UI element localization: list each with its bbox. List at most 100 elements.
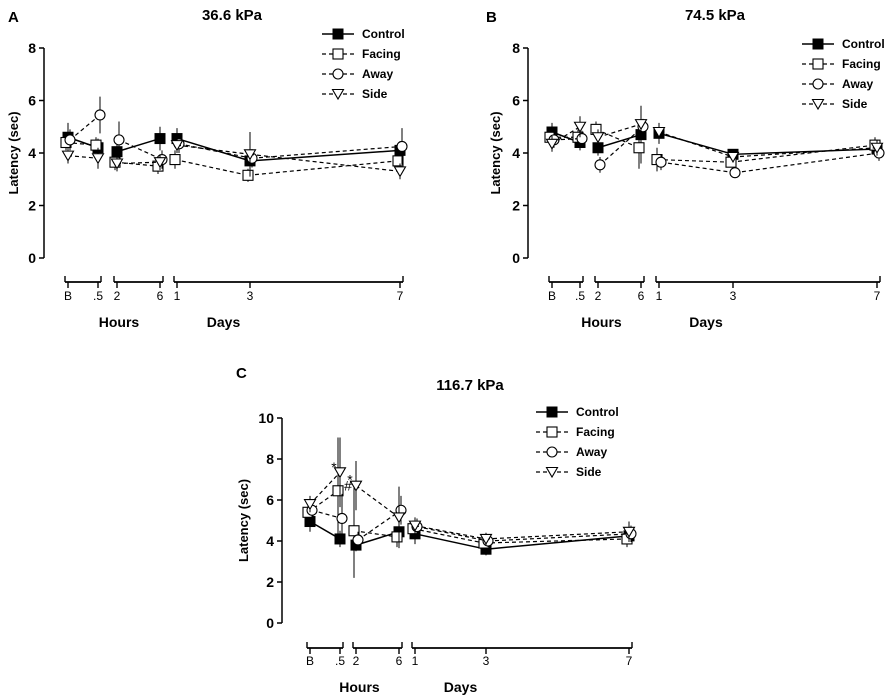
y-tick-label: 8 xyxy=(266,451,274,467)
data-point xyxy=(545,138,559,150)
y-tick-label: 2 xyxy=(512,198,520,214)
series-line-segment xyxy=(658,132,734,156)
legend-marker xyxy=(546,406,558,418)
x-tick-label: 6 xyxy=(396,654,403,668)
data-point xyxy=(392,155,404,167)
series-line-segment xyxy=(487,533,632,542)
x-group-label-days: Days xyxy=(444,679,478,695)
data-point xyxy=(333,467,347,479)
series-line-segment xyxy=(483,538,628,544)
series-line-segment xyxy=(658,131,734,158)
series-line-segment xyxy=(414,533,487,550)
series-line-segment xyxy=(353,530,398,538)
y-tick-label: 4 xyxy=(266,533,274,549)
x-tick-label: .5 xyxy=(93,289,103,303)
legend-entry-facing: Facing xyxy=(322,47,401,61)
chart-title: 116.7 kPa xyxy=(436,377,504,394)
series-line-segment xyxy=(551,126,581,145)
data-point xyxy=(90,139,102,151)
legend-label: Side xyxy=(576,465,602,479)
y-tick-label: 0 xyxy=(28,250,36,266)
x-group-label-hours: Hours xyxy=(339,679,380,695)
legend-marker xyxy=(332,48,344,60)
y-axis-label: Latency (sec) xyxy=(236,479,251,562)
series-line-segment xyxy=(599,126,644,166)
series-line-segment xyxy=(357,509,402,541)
legend-entry-control: Control xyxy=(802,37,885,51)
legend-entry-facing: Facing xyxy=(536,425,615,439)
x-group-label-hours: Hours xyxy=(581,314,622,330)
legend-entry-side: Side xyxy=(536,465,602,479)
x-tick-label: 1 xyxy=(656,289,663,303)
legend-marker xyxy=(812,58,824,70)
data-point xyxy=(170,140,184,152)
data-point xyxy=(393,166,407,178)
data-point xyxy=(243,149,257,161)
series-line-segment xyxy=(485,531,630,540)
series-line-segment xyxy=(597,133,642,149)
data-point xyxy=(153,157,167,169)
y-tick-label: 6 xyxy=(28,93,36,109)
series-line-segment xyxy=(116,137,161,153)
data-point xyxy=(113,134,125,146)
series-side xyxy=(303,437,636,549)
legend-entry-side: Side xyxy=(322,87,388,101)
legend-marker xyxy=(332,68,344,80)
x-group-label-days: Days xyxy=(207,314,241,330)
data-point xyxy=(591,132,605,144)
data-point xyxy=(870,142,884,154)
y-axis-label: Latency (sec) xyxy=(6,111,21,194)
legend-marker xyxy=(331,88,345,101)
legend-marker xyxy=(812,38,824,50)
y-axis-label: Latency (sec) xyxy=(488,111,503,194)
data-point xyxy=(479,533,493,546)
y-tick-label: 8 xyxy=(28,40,36,56)
legend-entry-away: Away xyxy=(536,445,607,459)
legend-label: Control xyxy=(576,405,619,419)
x-tick-label: 2 xyxy=(114,289,121,303)
data-point xyxy=(655,156,667,168)
data-point xyxy=(242,169,254,181)
series-line-segment xyxy=(732,147,878,158)
data-point xyxy=(349,480,363,492)
legend-marker xyxy=(546,426,558,438)
y-tick-label: 0 xyxy=(512,250,520,266)
series-line-segment xyxy=(732,148,878,156)
chart-title: 36.6 kPa xyxy=(202,7,263,24)
legend-entry-control: Control xyxy=(322,27,405,41)
y-tick-label: 0 xyxy=(266,615,274,631)
data-point xyxy=(64,134,76,146)
series-line-segment xyxy=(65,141,97,146)
legend-marker xyxy=(546,446,558,458)
legend-label: Control xyxy=(842,37,885,51)
series-line-segment xyxy=(67,155,99,159)
y-tick-label: 2 xyxy=(28,198,36,214)
x-tick-label: 3 xyxy=(730,289,737,303)
data-point xyxy=(408,520,422,532)
y-tick-label: 4 xyxy=(28,145,36,161)
y-tick-label: 6 xyxy=(266,492,274,508)
legend-entry-facing: Facing xyxy=(802,57,881,71)
x-tick-label: B xyxy=(64,289,72,303)
significance-annotation: # xyxy=(344,478,352,494)
series-line-segment xyxy=(69,114,101,141)
data-point xyxy=(334,533,346,545)
data-point xyxy=(729,167,741,179)
series-line-segment xyxy=(118,139,163,161)
data-point xyxy=(391,531,403,543)
data-point xyxy=(303,499,317,511)
series-line-segment xyxy=(730,144,876,163)
x-tick-label: 3 xyxy=(247,289,254,303)
panel-label: B xyxy=(486,9,497,26)
data-point xyxy=(576,133,588,145)
series-line-segment xyxy=(660,161,736,174)
y-tick-label: 2 xyxy=(266,574,274,590)
data-point xyxy=(633,142,645,154)
series-line-segment xyxy=(414,525,487,540)
legend-label: Away xyxy=(576,445,607,459)
data-point xyxy=(332,485,344,497)
series-line-segment xyxy=(116,161,161,165)
series-line-segment xyxy=(249,149,401,162)
